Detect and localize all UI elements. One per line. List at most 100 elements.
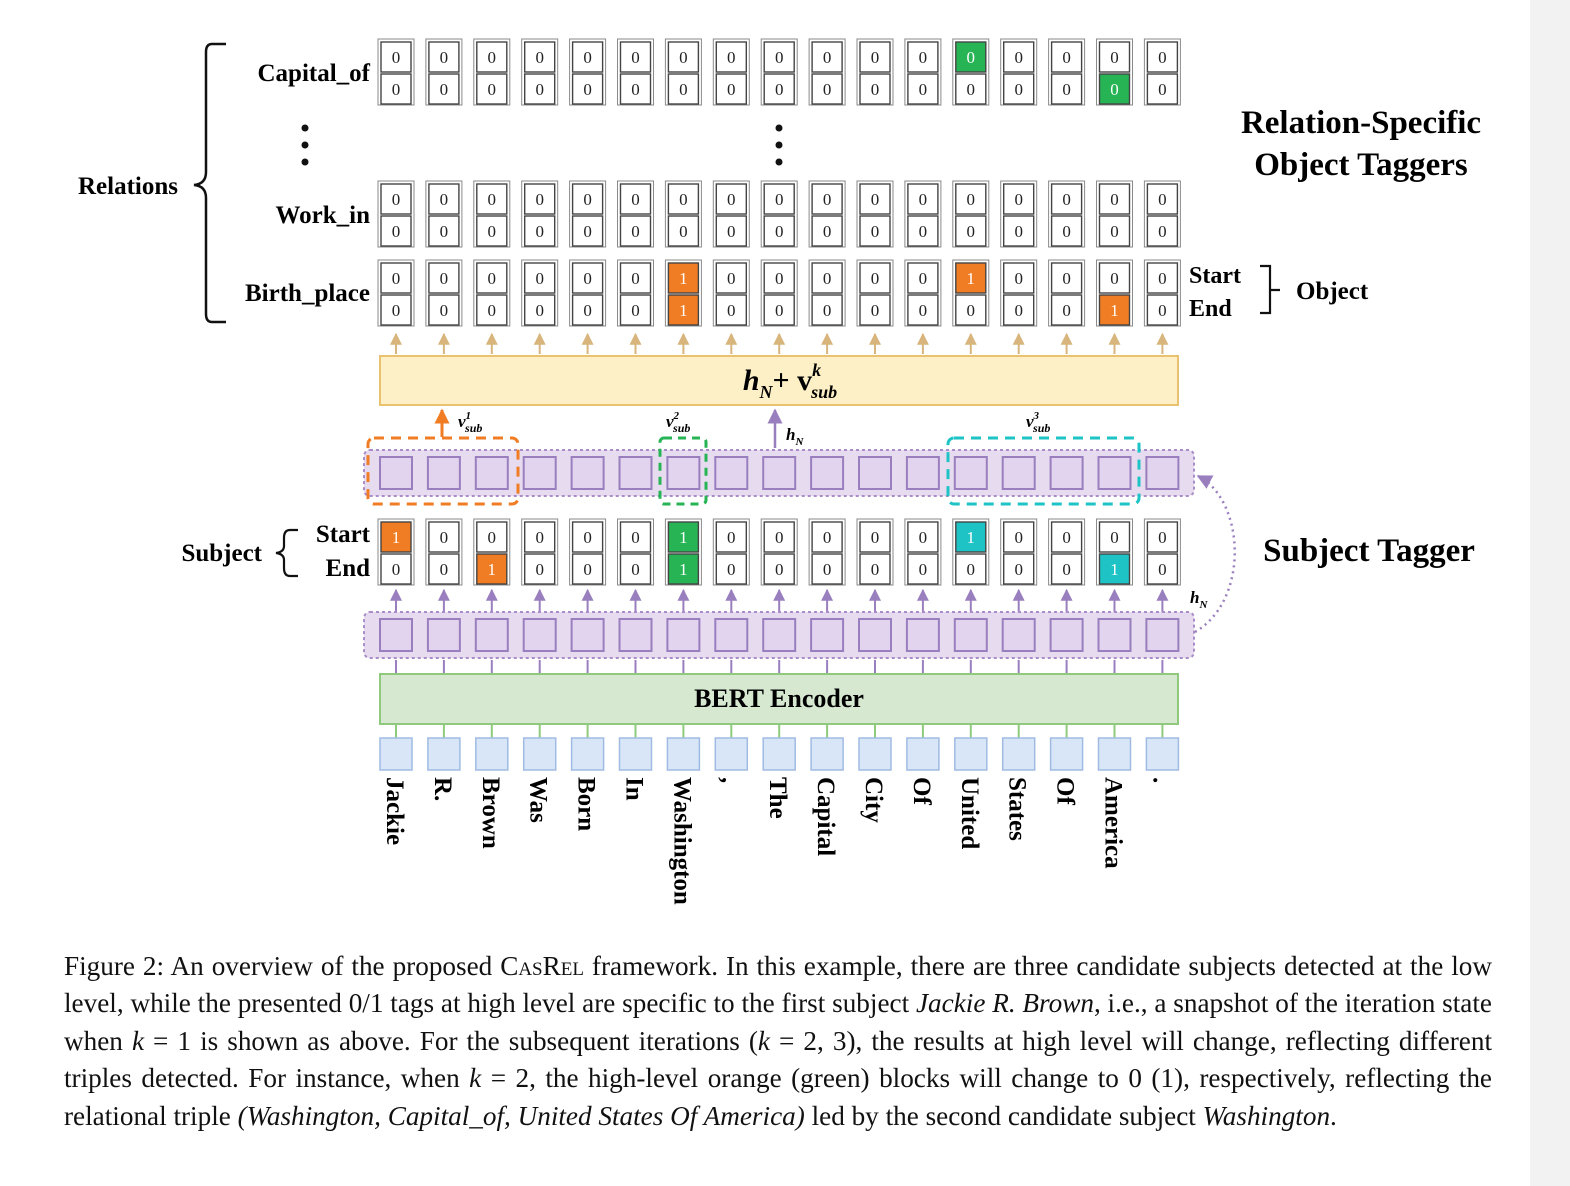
end-tag-cell: 0 [619, 73, 652, 105]
tag-value: 0 [392, 269, 401, 288]
subject-tag-row: 1 0 0 0 0 1 0 0 0 0 0 0 1 1 0 0 0 0 0 0 0 0 0 0 1 0 0 0 0 0 0 1 0 0 [377, 518, 1181, 586]
tag-value: 0 [583, 222, 592, 241]
token-embedding-cell [810, 737, 844, 771]
hidden-state-cell [1001, 618, 1036, 652]
end-tag-cell: 0 [1003, 73, 1035, 105]
object-start-label: Start [1189, 263, 1241, 289]
hidden-state-cell [474, 618, 509, 652]
ellipsis-left [301, 124, 309, 166]
subject-end-cell: 0 [763, 553, 795, 585]
hN-label-right: hN [1190, 588, 1208, 611]
start-tag-cell: 0 [571, 262, 604, 294]
caption-k: k [757, 1025, 770, 1056]
end-tag-cell: 0 [907, 215, 939, 247]
tag-value: 0 [1110, 528, 1119, 547]
start-tag-cell: 0 [619, 41, 652, 73]
tag-value: 0 [967, 80, 976, 99]
tag-value: 0 [583, 190, 592, 209]
tag-value: 0 [823, 190, 832, 209]
start-tag-cell: 0 [955, 41, 987, 73]
subject-end-cell: 0 [1050, 553, 1083, 585]
tag-value: 0 [775, 222, 784, 241]
caption-part: . [1330, 1100, 1337, 1131]
relation-tag-row-capital-of: 0 0 0 0 0 0 0 0 0 0 0 0 0 0 0 0 0 0 0 0 0 0 0 0 0 0 0 0 0 0 0 0 0 0 [377, 38, 1181, 106]
tag-value: 0 [871, 190, 880, 209]
subject-start-cell: 0 [859, 521, 891, 553]
tag-value: 0 [823, 269, 832, 288]
fusion-plus-v: + v [773, 364, 813, 397]
end-tag-cell: 0 [476, 73, 508, 105]
end-tag-cell: 1 [1098, 294, 1131, 326]
vsub2-label: v2 sub [666, 410, 690, 435]
tag-value: 1 [488, 560, 497, 579]
tag-value: 1 [679, 301, 688, 320]
end-tag-cell: 0 [1098, 215, 1131, 247]
tag-value: 0 [919, 48, 928, 67]
tag-value: 0 [1158, 222, 1167, 241]
caption-part: framework. In this example, there are th… [64, 951, 1492, 1019]
tag-value: 0 [488, 80, 497, 99]
hN-label-middle: hN [786, 425, 804, 448]
tag-value: 0 [631, 222, 640, 241]
hidden-state-cell [666, 456, 701, 490]
end-tag-cell: 0 [859, 294, 891, 326]
object-tagger-title-line1: Relation-Specific [1241, 105, 1481, 141]
end-tag-cell: 0 [715, 215, 747, 247]
end-tag-cell: 0 [763, 294, 795, 326]
caption-triple: (Washington, Capital_of, United States O… [237, 1100, 805, 1131]
tag-value: 0 [535, 528, 544, 547]
subject-end-cell: 0 [715, 553, 747, 585]
bert-to-lower-arrows [395, 660, 1164, 674]
end-tag-cell: 0 [380, 215, 412, 247]
subject-span-box-2 [658, 436, 708, 506]
relation-tag-row-work-in: 0 0 0 0 0 0 0 0 0 0 0 0 0 0 0 0 0 0 0 0 0 0 0 0 0 0 0 0 0 0 0 0 0 0 [377, 180, 1181, 248]
tag-value: 0 [392, 190, 401, 209]
start-tag-cell: 0 [859, 41, 891, 73]
tag-value: 0 [488, 301, 497, 320]
tag-value: 0 [1014, 301, 1023, 320]
tag-value: 0 [440, 269, 449, 288]
start-tag-cell: 0 [1098, 41, 1131, 73]
tag-value: 0 [1110, 269, 1119, 288]
subject-start-cell: 0 [907, 521, 939, 553]
end-tag-cell: 0 [955, 215, 987, 247]
hidden-state-cell [1049, 456, 1084, 490]
tag-value: 0 [631, 528, 640, 547]
token-embedding-cell [1145, 737, 1180, 771]
tag-value: 0 [727, 269, 736, 288]
tag-value: 0 [1062, 48, 1071, 67]
tag-value: 0 [919, 301, 928, 320]
subject-start-cell: 0 [1146, 521, 1179, 553]
token-word: , [716, 777, 743, 783]
hidden-state-cell [905, 456, 940, 490]
token-word: Of [908, 777, 935, 805]
end-tag-cell: 0 [571, 294, 604, 326]
tag-value: 1 [967, 528, 976, 547]
tag-value: 0 [727, 301, 736, 320]
tag-value: 0 [919, 269, 928, 288]
end-tag-cell: 0 [380, 294, 412, 326]
end-tag-cell: 0 [763, 73, 795, 105]
caption-part: = 2, 3), the results at high level will … [64, 1025, 1492, 1094]
token-embedding-cell [570, 737, 605, 771]
tag-value: 0 [392, 48, 401, 67]
start-tag-cell: 0 [763, 262, 795, 294]
hidden-state-cell [810, 456, 845, 490]
tag-value: 0 [1110, 190, 1119, 209]
tag-value: 0 [775, 80, 784, 99]
tag-value: 0 [535, 48, 544, 67]
subject-start-cell: 0 [1098, 521, 1131, 553]
fusion-v-sup: k [812, 360, 821, 380]
tag-value: 0 [775, 560, 784, 579]
end-tag-cell: 0 [1146, 215, 1179, 247]
tag-value: 0 [535, 560, 544, 579]
end-tag-cell: 0 [524, 73, 556, 105]
start-tag-cell: 0 [907, 183, 939, 215]
start-tag-cell: 0 [907, 41, 939, 73]
start-tag-cell: 1 [955, 262, 987, 294]
tag-value: 0 [392, 301, 401, 320]
start-tag-cell: 0 [1146, 41, 1179, 73]
token-word: Capital [812, 777, 839, 856]
tag-value: 0 [871, 560, 880, 579]
relation-tag-row-birth-place: 0 0 0 0 0 0 0 0 0 0 0 0 1 1 0 0 0 0 0 0 0 0 0 0 1 0 0 0 0 0 0 1 0 0 [377, 259, 1181, 327]
